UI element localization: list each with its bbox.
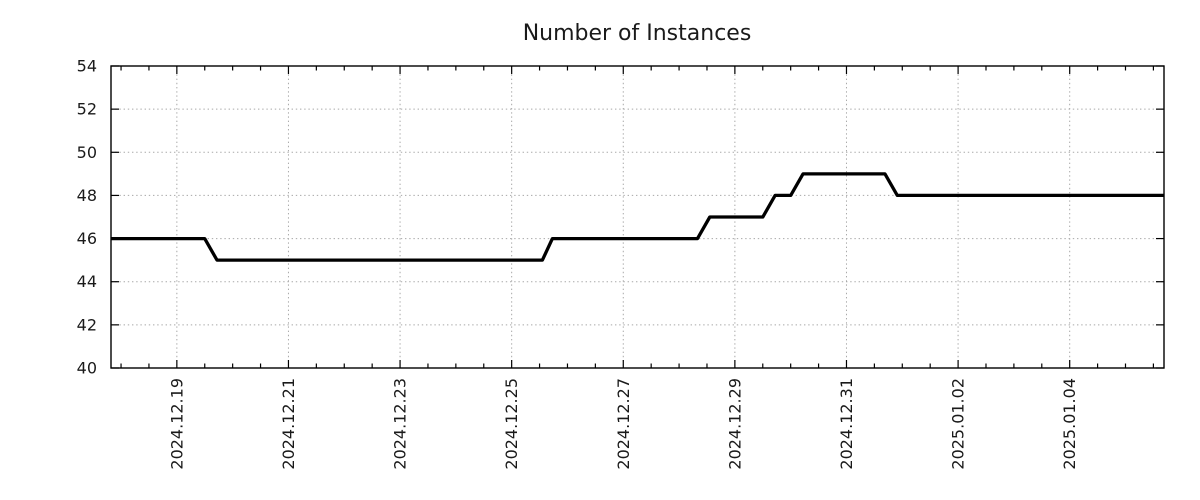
axis-ticks	[111, 65, 1164, 369]
x-tick-label-2024.12.19: 2024.12.19	[167, 378, 186, 470]
y-tick-label-52: 52	[77, 100, 97, 119]
plot-border	[110, 65, 1165, 369]
x-tick-label-2024.12.27: 2024.12.27	[614, 378, 633, 470]
y-tick-label-46: 46	[77, 229, 97, 248]
x-axis-labels: 2024.12.19 2024.12.21 2024.12.23 2024.12.25…	[167, 378, 1079, 470]
x-tick-label-2024.12.23: 2024.12.23	[391, 378, 410, 470]
x-tick-label-2024.12.21: 2024.12.21	[279, 378, 298, 470]
x-tick-label-2025.01.02: 2025.01.02	[949, 378, 968, 470]
x-tick-label-2024.12.25: 2024.12.25	[502, 378, 521, 470]
x-tick-label-2024.12.31: 2024.12.31	[837, 378, 856, 470]
series-lines	[111, 172, 1164, 262]
chart-title: Number of Instances	[523, 21, 752, 46]
y-tick-label-54: 54	[77, 57, 97, 76]
x-tick-label-2025.01.04: 2025.01.04	[1060, 378, 1079, 470]
y-axis-labels: 40 42 44 46 48 50 52 54	[77, 57, 97, 378]
y-tick-label-48: 48	[77, 186, 97, 205]
y-tick-label-50: 50	[77, 143, 97, 162]
y-tick-label-44: 44	[77, 272, 97, 291]
y-tick-label-42: 42	[77, 315, 97, 334]
x-tick-label-2024.12.29: 2024.12.29	[725, 378, 744, 470]
plot-border-rect	[110, 65, 1165, 369]
series-line-instances	[111, 172, 1164, 262]
gridlines	[111, 66, 1164, 368]
y-tick-label-40: 40	[77, 359, 97, 378]
